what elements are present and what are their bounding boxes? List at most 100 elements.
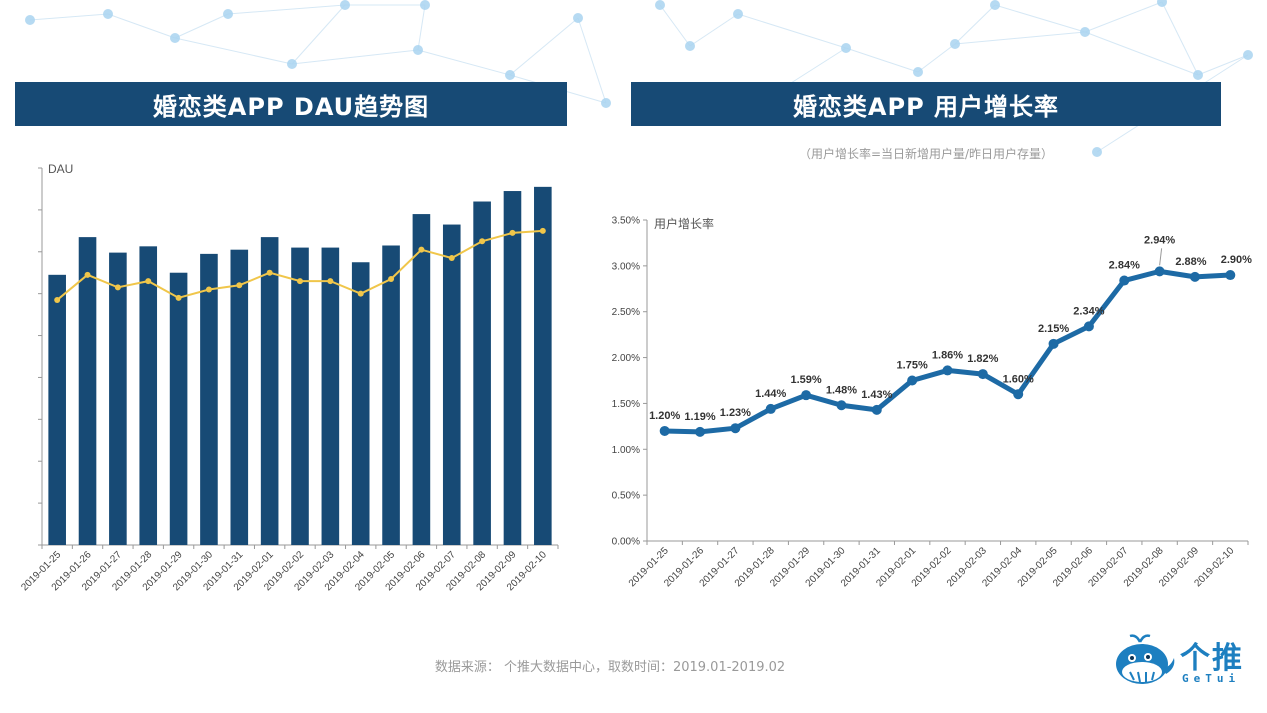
dau-trend-point — [114, 284, 121, 291]
y-tick-label: 2.50% — [612, 307, 640, 318]
growth-data-label: 1.19% — [684, 411, 715, 423]
network-node — [170, 33, 180, 43]
growth-rate-point — [836, 400, 847, 411]
growth-rate-point — [871, 404, 882, 415]
dau-trend-point — [236, 282, 243, 289]
network-line — [1197, 54, 1249, 76]
network-node — [913, 67, 923, 77]
network-line — [509, 17, 579, 76]
dau-bar — [351, 262, 370, 545]
network-node — [601, 98, 611, 108]
network-node — [103, 9, 113, 19]
growth-rate-point — [1225, 270, 1236, 281]
network-node — [1080, 27, 1090, 37]
network-line — [954, 4, 996, 45]
network-line — [737, 13, 847, 49]
growth-data-label: 1.82% — [967, 353, 998, 365]
y-tick-label: 3.00% — [612, 261, 640, 272]
dau-trend-point — [145, 278, 152, 285]
dau-bar — [139, 246, 158, 545]
network-line — [689, 13, 739, 47]
network-node — [223, 9, 233, 19]
growth-rate-point — [1189, 271, 1200, 282]
growth-data-label: 1.23% — [720, 407, 751, 419]
logo-text-chinese: 个推 — [1180, 641, 1244, 676]
growth-rate-point — [659, 425, 670, 436]
network-node — [685, 41, 695, 51]
logo-text-english: GeTui — [1182, 672, 1241, 685]
network-line — [29, 13, 109, 21]
dau-bar — [321, 247, 340, 545]
network-node — [990, 0, 1000, 10]
network-node — [950, 39, 960, 49]
dau-bar — [260, 237, 279, 545]
growth-data-label: 2.88% — [1175, 256, 1206, 268]
data-source-note: 数据来源： 个推大数据中心，取数时间：2019.01-2019.02 — [434, 660, 786, 675]
network-line — [1084, 1, 1163, 33]
growth-data-label: 1.59% — [790, 374, 821, 386]
growth-data-label: 2.84% — [1109, 260, 1140, 272]
dau-bar — [534, 186, 552, 545]
dau-bar — [109, 252, 127, 546]
y-tick-label: 1.50% — [612, 399, 640, 410]
network-node — [420, 0, 430, 10]
background-network-decoration — [25, 0, 1253, 157]
network-line — [107, 13, 176, 39]
network-node — [505, 70, 515, 80]
network-node — [287, 59, 297, 69]
data-label-leader — [1159, 248, 1163, 266]
dau-trend-point — [54, 296, 61, 303]
growth-data-label: 1.20% — [649, 410, 680, 422]
growth-data-label: 1.75% — [897, 360, 928, 372]
dau-bar — [291, 247, 309, 545]
dau-trend-point — [84, 271, 91, 278]
network-node — [1193, 70, 1203, 80]
network-node — [340, 0, 350, 10]
network-node — [413, 45, 423, 55]
network-node — [1157, 0, 1167, 7]
growth-data-label: 2.90% — [1221, 254, 1252, 266]
dau-bar — [473, 201, 491, 545]
dau-bar — [200, 253, 218, 545]
dau-bar — [48, 274, 66, 545]
dau-bar — [78, 237, 97, 545]
growth-data-label: 2.34% — [1073, 305, 1104, 317]
dau-trend-point — [357, 290, 364, 297]
growth-rate-point — [1083, 321, 1094, 332]
growth-rate-point — [942, 365, 953, 376]
growth-rate-point — [765, 403, 776, 414]
growth-data-label: 2.94% — [1144, 234, 1175, 246]
dau-trend-point — [448, 255, 455, 262]
dau-bar — [442, 224, 461, 546]
network-line — [994, 4, 1086, 33]
network-line — [954, 31, 1086, 45]
y-tick-label: 0.00% — [612, 537, 640, 548]
y-tick-label: 2.00% — [612, 353, 640, 364]
dau-bar — [230, 249, 249, 545]
dau-trend-point — [388, 276, 395, 283]
growth-rate-point — [801, 390, 812, 401]
network-line — [659, 4, 691, 47]
network-line — [417, 49, 511, 76]
y-tick-label: 3.50% — [612, 216, 640, 227]
dau-trend-point — [509, 229, 516, 236]
getui-whale-logo-icon — [1116, 634, 1175, 684]
dau-trend-point — [297, 278, 303, 285]
growth-data-label: 1.43% — [861, 389, 892, 401]
growth-rate-point — [1048, 338, 1059, 349]
network-node — [733, 9, 743, 19]
dau-trend-point — [539, 227, 546, 234]
dau-bar — [412, 214, 431, 546]
dau-bar — [382, 245, 400, 545]
network-node — [1243, 50, 1253, 60]
network-node — [841, 43, 851, 53]
growth-rate-point — [907, 375, 918, 386]
network-line — [291, 4, 346, 65]
y-tick-label: 1.00% — [612, 445, 640, 456]
growth-data-label: 1.48% — [826, 384, 857, 396]
dau-trend-point — [327, 278, 334, 285]
dau-trend-point — [205, 286, 212, 293]
network-line — [577, 17, 607, 104]
network-node — [573, 13, 583, 23]
network-node — [1092, 147, 1102, 157]
